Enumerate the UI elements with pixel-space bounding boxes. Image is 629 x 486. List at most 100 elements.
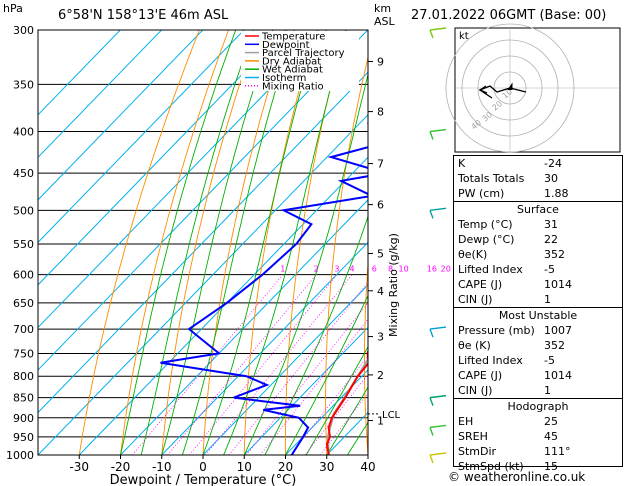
- isotherm-line: [38, 30, 245, 244]
- hodograph-unit-label: kt: [459, 31, 469, 42]
- legend-label: Mixing Ratio: [262, 81, 324, 92]
- surface-row: Dewp (°C) 22: [458, 233, 558, 246]
- storm-motion-marker: [507, 82, 513, 91]
- hodograph-trace: [478, 85, 511, 99]
- mixing-ratio-line: [132, 274, 284, 455]
- isotherm-line: [38, 30, 121, 116]
- datetime-title: 27.01.2022 06GMT (Base: 00): [411, 8, 607, 23]
- wind-barb: [429, 27, 447, 31]
- isotherm-line: [120, 199, 368, 455]
- km-tick-label: 7: [377, 158, 384, 171]
- most-unstable-section-title: Most Unstable: [454, 307, 622, 323]
- mixing-ratio-line: [228, 281, 368, 455]
- location-title: 6°58'N 158°13'E 46m ASL: [58, 8, 229, 23]
- km-tick-label: 5: [377, 247, 384, 260]
- mixing-ratio-axis-label: Mixing Ratio (g/kg): [387, 233, 400, 337]
- isotherm-line: [78, 156, 368, 455]
- temperature-line: [325, 349, 368, 455]
- wet-adiabat-line: [140, 30, 254, 455]
- most-unstable-row: CIN (J) 1: [458, 384, 551, 397]
- wind-barb-flag: [429, 427, 434, 436]
- wind-barb-flag: [429, 29, 434, 39]
- indices-table: K -24 Totals Totals 30 PW (cm) 1.88 Surface…: [453, 155, 623, 473]
- storm-motion-vector: [509, 87, 527, 93]
- wind-barb: [429, 394, 447, 399]
- temperature-tick-label: -30: [69, 460, 89, 474]
- km-tick-label: 6: [377, 199, 384, 212]
- wind-barb-flag: [429, 397, 434, 406]
- pressure-tick-label: 300: [13, 24, 34, 37]
- wind-barb-flag: [429, 210, 434, 219]
- mixing-ratio-label: 8: [388, 265, 393, 274]
- mixing-ratio-line: [289, 355, 368, 455]
- dry-adiabat-line: [325, 55, 368, 455]
- temperature-tick-label: 0: [199, 460, 207, 474]
- index-row: K -24: [458, 157, 562, 170]
- isotherm-line: [38, 30, 286, 286]
- surface-row: θe(K) 352: [458, 248, 565, 261]
- dry-adiabat-line: [202, 30, 288, 455]
- most-unstable-row: Lifted Index -5: [458, 354, 555, 367]
- legend-label: Isotherm: [262, 73, 306, 84]
- temperature-tick-label: 40: [360, 460, 375, 474]
- surface-row: CAPE (J) 1014: [458, 278, 572, 291]
- km-tick-label: 9: [377, 55, 384, 68]
- pressure-tick-label: 550: [13, 238, 34, 251]
- surface-row: CIN (J) 1: [458, 293, 551, 306]
- isotherm-line: [243, 326, 368, 455]
- lcl-label: LCL: [382, 410, 401, 421]
- mixing-ratio-label: 1: [280, 265, 285, 274]
- dry-adiabat-line: [161, 30, 259, 455]
- mixing-ratio-label: 4: [350, 265, 355, 274]
- pressure-tick-label: 400: [13, 126, 34, 139]
- hodograph-arrow: [478, 85, 488, 94]
- wind-barb: [429, 452, 447, 456]
- wind-barb: [429, 424, 447, 429]
- wet-adiabat-line: [264, 215, 368, 455]
- wet-adiabat-line: [305, 345, 368, 455]
- pressure-tick-label: 900: [13, 412, 34, 425]
- pressure-tick-label: 600: [13, 269, 34, 282]
- km-tick-label: 3: [377, 331, 384, 344]
- surface-section-title: Surface: [454, 201, 622, 217]
- dry-adiabat-line: [284, 30, 346, 455]
- mixing-ratio-label: 16: [427, 265, 437, 274]
- km-tick-label: 4: [377, 285, 384, 298]
- pressure-tick-label: 1000: [6, 449, 34, 462]
- pressure-tick-label: 650: [13, 297, 34, 310]
- temperature-tick-label: -20: [111, 460, 131, 474]
- mixing-ratio-line: [246, 302, 368, 455]
- mixing-ratio-line: [189, 274, 338, 455]
- hodograph-row: SREH 45: [458, 430, 558, 443]
- pressure-tick-label: 800: [13, 370, 34, 383]
- temperature-tick-label: 20: [278, 460, 293, 474]
- hodograph-row: EH 25: [458, 415, 558, 428]
- legend-label: Parcel Trajectory: [262, 48, 345, 59]
- most-unstable-row: CAPE (J) 1014: [458, 369, 572, 382]
- wind-barb: [429, 207, 447, 212]
- wet-adiabat-line: [161, 30, 274, 455]
- isotherm-line: [38, 30, 368, 371]
- surface-row: Temp (°C) 31: [458, 218, 558, 231]
- temperature-tick-label: 10: [237, 460, 252, 474]
- wet-adiabat-line: [243, 72, 368, 455]
- wind-barb-flag: [429, 131, 434, 140]
- isotherm-line: [38, 71, 368, 414]
- wind-barb: [429, 128, 447, 133]
- mixing-ratio-label: 6: [372, 265, 377, 274]
- wet-adiabat-line: [285, 294, 368, 455]
- index-row: PW (cm) 1.88: [458, 187, 569, 200]
- wet-adiabat-line: [326, 386, 368, 455]
- mixing-ratio-label: 3: [334, 265, 339, 274]
- isotherm-line: [38, 30, 162, 159]
- asl-unit-label: ASL: [374, 15, 395, 28]
- isotherm-line: [38, 30, 327, 329]
- wind-barb-flag: [429, 454, 434, 464]
- temperature-tick-label: -10: [152, 460, 172, 474]
- index-row: Totals Totals 30: [458, 172, 558, 185]
- copyright-footer[interactable]: © weatheronline.co.uk: [448, 470, 586, 484]
- temperature-tick-label: 30: [319, 460, 334, 474]
- pressure-unit-label: hPa: [3, 2, 23, 15]
- km-tick-label: 2: [377, 369, 384, 382]
